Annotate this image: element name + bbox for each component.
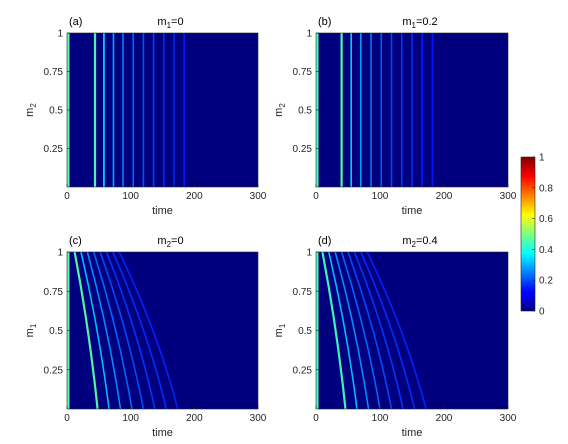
front-2 [80, 251, 110, 410]
panel-label: (b) [318, 16, 331, 28]
front-3 [86, 251, 122, 410]
x-tick-label: 100 [122, 191, 139, 202]
y-axis-label: m1 [273, 323, 287, 337]
y-axis-label: m2 [24, 103, 38, 117]
panel-label: (a) [69, 16, 82, 28]
y-tick-label: 0.5 [49, 106, 63, 117]
x-tick-label: 200 [436, 413, 453, 424]
colorbar-tick-label: 0.6 [539, 214, 553, 225]
front-6 [105, 251, 156, 410]
y-axis-label: m1 [24, 323, 38, 337]
front-7 [360, 251, 416, 410]
front-7 [112, 251, 168, 410]
heatmap-background [67, 33, 258, 187]
colorbar-ticks: 0 0.2 0.4 0.6 0.8 1 [532, 153, 553, 318]
front-2 [328, 251, 358, 410]
colorbar: 0 0.2 0.4 0.6 0.8 1 [520, 153, 553, 318]
y-tick-label: 0.5 [49, 326, 63, 337]
panel-a: 0 100 200 300 0.25 0.5 0.75 1 time m2 (a) m1=0 [24, 16, 267, 217]
x-axis-label: time [152, 205, 173, 217]
panel-title: m1=0.2 [402, 16, 437, 30]
front-5 [99, 251, 145, 410]
panel-title: m2=0 [157, 235, 183, 249]
x-tick-label: 200 [186, 191, 203, 202]
x-tick-label: 300 [250, 191, 267, 202]
colorbar-tick-label: 0.2 [539, 276, 553, 287]
y-tick-label: 0.75 [44, 287, 64, 298]
panel-b: 0 100 200 300 0.25 0.5 0.75 1 time m2 (b) m1=0.2 [273, 16, 517, 217]
y-axis-label: m2 [273, 103, 287, 117]
colorbar-tick-label: 0.4 [539, 245, 553, 256]
y-tick-label: 0.75 [293, 287, 313, 298]
front-4 [340, 251, 381, 410]
colorbar-gradient [520, 156, 536, 312]
y-tick-label: 0.25 [44, 144, 64, 155]
panel-label: (d) [318, 235, 331, 247]
y-tick-label: 0.75 [293, 67, 313, 78]
y-tick-label: 0.25 [44, 365, 64, 376]
x-axis-label: time [152, 427, 173, 439]
y-tick-label: 0.25 [293, 144, 313, 155]
front-8 [118, 251, 179, 410]
x-tick-label: 200 [186, 413, 203, 424]
x-tick-label: 0 [313, 413, 319, 424]
x-tick-label: 300 [250, 413, 267, 424]
y-tick-label: 1 [306, 29, 312, 40]
heatmap-background [316, 252, 508, 409]
front-1 [321, 251, 347, 410]
x-axis-label: time [402, 205, 423, 217]
y-tick-label: 1 [57, 29, 63, 40]
heatmap-background [67, 252, 258, 409]
y-tick-label: 0.5 [298, 106, 312, 117]
y-tick-label: 0.75 [44, 67, 64, 78]
x-tick-label: 100 [372, 191, 389, 202]
y-tick-label: 1 [306, 248, 312, 259]
panel-title: m2=0.4 [402, 235, 437, 249]
colorbar-tick-label: 1 [539, 153, 545, 164]
colorbar-tick-label: 0.8 [539, 183, 553, 194]
x-tick-label: 300 [500, 191, 517, 202]
x-tick-label: 200 [436, 191, 453, 202]
y-tick-label: 1 [57, 248, 63, 259]
y-tick-label: 0.5 [298, 326, 312, 337]
y-tick-label: 0.25 [293, 365, 313, 376]
x-axis-label: time [402, 427, 423, 439]
front-8 [366, 251, 427, 410]
panel-label: (c) [69, 235, 82, 247]
front-1 [73, 251, 99, 410]
x-tick-label: 300 [500, 413, 517, 424]
panel-d: 0 100 200 300 0.25 0.5 0.75 1 time m1 (d) m2=0.4 [273, 235, 517, 439]
x-tick-label: 0 [64, 413, 70, 424]
x-tick-label: 0 [64, 191, 70, 202]
front-3 [334, 251, 370, 410]
panel-c: 0 100 200 300 0.25 0.5 0.75 1 time m1 (c) m2=0 [24, 235, 267, 439]
x-tick-label: 100 [122, 413, 139, 424]
panel-title: m1=0 [157, 16, 183, 30]
front-4 [92, 251, 133, 410]
x-tick-label: 0 [313, 191, 319, 202]
x-tick-label: 100 [372, 413, 389, 424]
front-6 [353, 251, 404, 410]
front-5 [347, 251, 393, 410]
colorbar-tick-label: 0 [539, 307, 545, 318]
